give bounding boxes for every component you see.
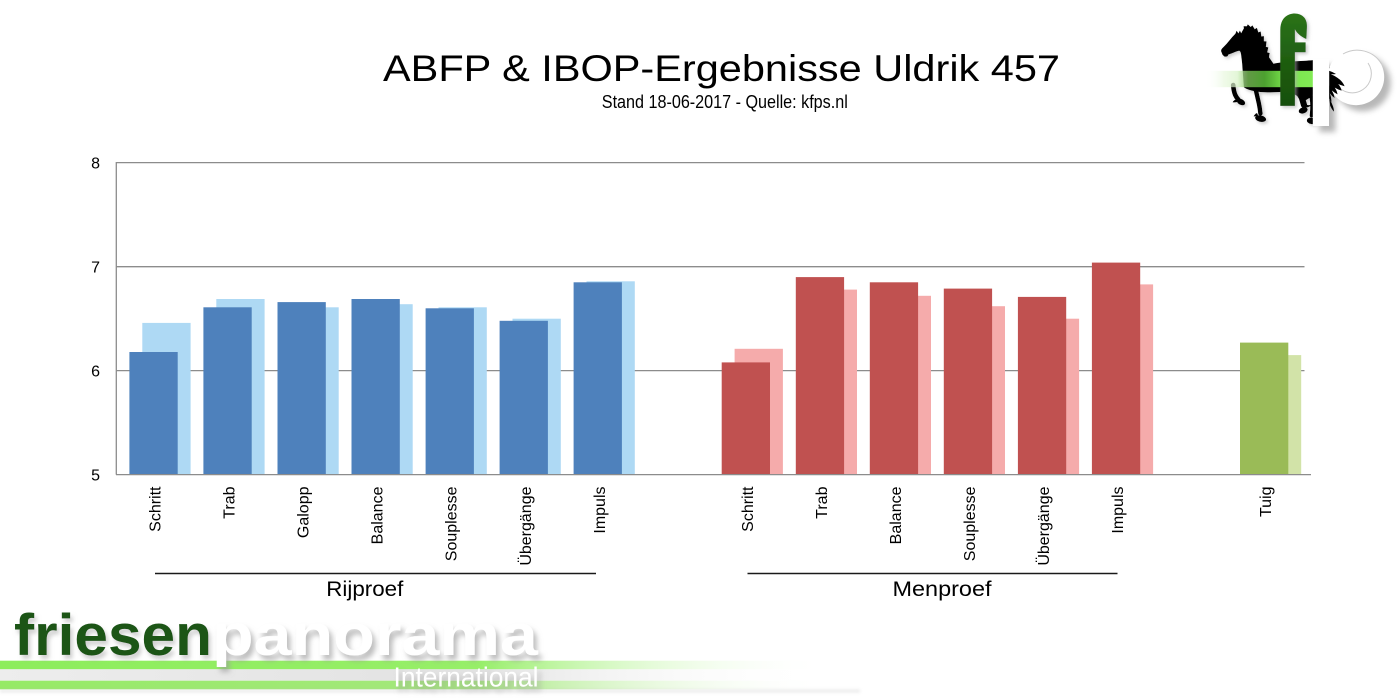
- svg-text:ABFP & IBOP-Ergebnisse Uldrik: ABFP & IBOP-Ergebnisse Uldrik 457: [383, 48, 1060, 89]
- svg-text:8: 8: [91, 155, 100, 172]
- svg-text:International: International: [394, 662, 539, 693]
- svg-text:Übergänge: Übergänge: [1035, 486, 1053, 565]
- svg-text:Souplesse: Souplesse: [444, 486, 461, 561]
- svg-text:Souplesse: Souplesse: [962, 486, 979, 561]
- svg-text:Galopp: Galopp: [296, 486, 313, 538]
- svg-text:panorama: panorama: [212, 603, 539, 668]
- svg-text:Menproef: Menproef: [893, 578, 992, 601]
- svg-text:Übergänge: Übergänge: [517, 486, 535, 565]
- svg-text:Schritt: Schritt: [740, 486, 757, 532]
- svg-text:Balance: Balance: [888, 486, 905, 544]
- svg-text:6: 6: [91, 363, 100, 380]
- svg-text:Balance: Balance: [370, 486, 387, 544]
- svg-text:Schritt: Schritt: [148, 486, 165, 532]
- svg-text:Tuig: Tuig: [1258, 487, 1275, 518]
- svg-text:5: 5: [91, 467, 100, 484]
- svg-text:Trab: Trab: [222, 486, 239, 518]
- svg-text:Rijproef: Rijproef: [326, 578, 403, 601]
- svg-text:friesen: friesen: [14, 603, 212, 668]
- svg-text:Impuls: Impuls: [592, 487, 609, 534]
- svg-text:Stand 18-06-2017 - Quelle: kfp: Stand 18-06-2017 - Quelle: kfps.nl: [602, 92, 848, 112]
- svg-text:Impuls: Impuls: [1110, 487, 1127, 534]
- svg-text:7: 7: [91, 260, 100, 277]
- svg-text:Trab: Trab: [814, 486, 831, 518]
